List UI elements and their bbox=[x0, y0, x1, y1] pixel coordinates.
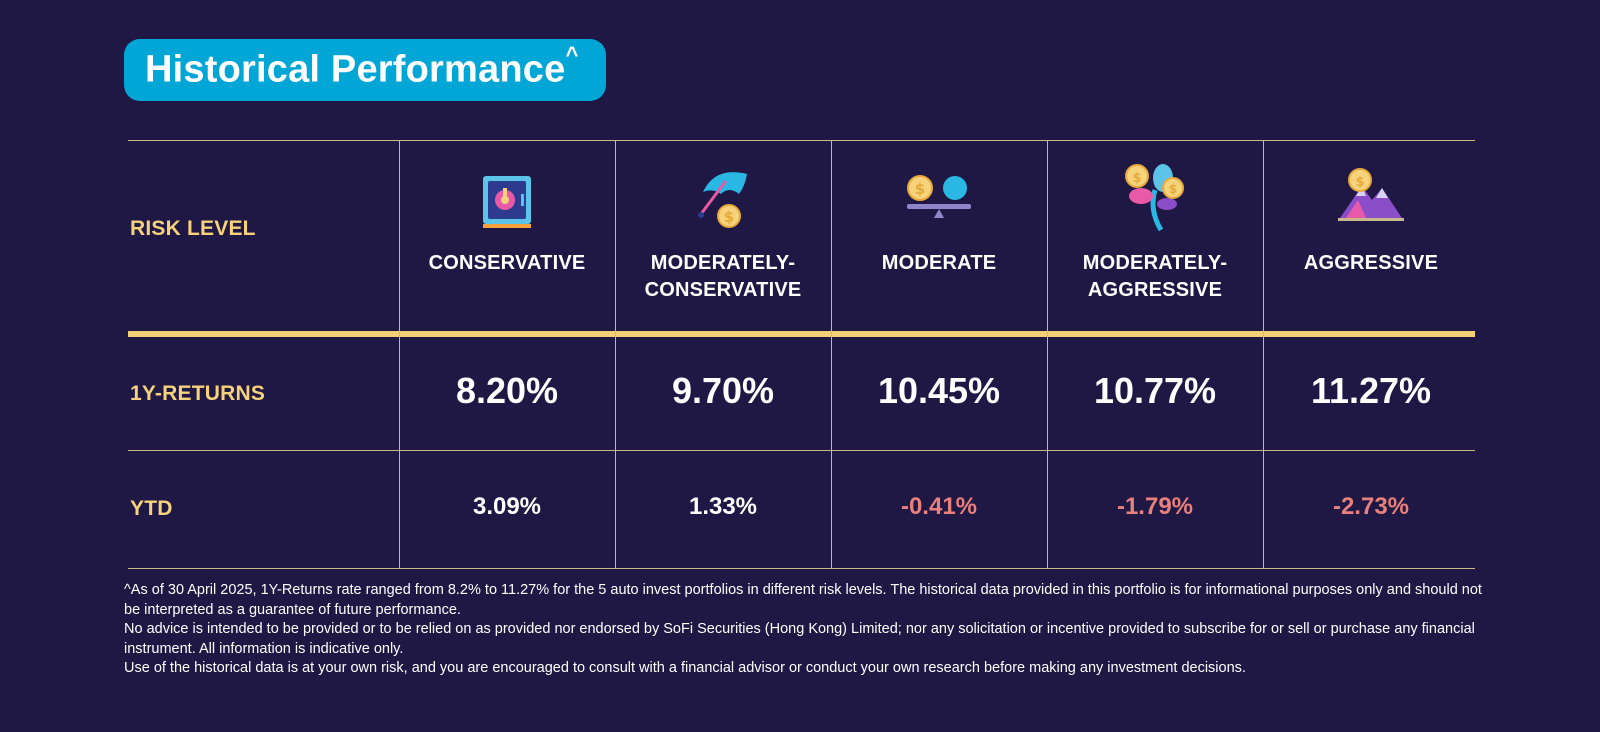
column-divider bbox=[615, 140, 616, 569]
page-title: Historical Performance^ bbox=[145, 42, 579, 92]
disclaimer-paragraph: No advice is intended to be provided or … bbox=[124, 621, 1475, 657]
umbrella-coin-icon: $ bbox=[616, 164, 830, 228]
svg-text:$: $ bbox=[1169, 182, 1177, 196]
returns-1y-moderately-aggressive: 10.77% bbox=[1093, 370, 1217, 411]
ytd-moderate: -0.41% bbox=[900, 493, 978, 520]
header-divider bbox=[128, 331, 1475, 337]
column-header-conservative: CONSERVATIVE bbox=[400, 250, 614, 277]
column-header-aggressive: AGGRESSIVE bbox=[1264, 250, 1478, 277]
column-header-moderately-conservative: MODERATELY- CONSERVATIVE bbox=[616, 250, 830, 304]
column-header-moderate: MODERATE bbox=[832, 250, 1046, 277]
column-name-line1: MODERATELY- bbox=[1082, 252, 1228, 274]
balance-scale-icon: $ bbox=[832, 170, 1046, 234]
mountain-coin-icon: $ bbox=[1264, 166, 1478, 230]
column-divider bbox=[831, 140, 832, 569]
ytd-moderately-aggressive: -1.79% bbox=[1116, 493, 1194, 520]
disclaimer: ^As of 30 April 2025, 1Y-Returns rate ra… bbox=[124, 581, 1484, 679]
column-name-line1: MODERATELY- bbox=[650, 252, 796, 274]
column-divider bbox=[399, 140, 400, 569]
svg-text:$: $ bbox=[1132, 171, 1141, 186]
svg-text:$: $ bbox=[915, 180, 925, 198]
returns-1y-moderate: 10.45% bbox=[877, 370, 1001, 411]
flower-coins-icon: $ $ bbox=[1048, 160, 1262, 232]
title-badge: Historical Performance^ bbox=[124, 39, 606, 101]
row-divider bbox=[128, 450, 1475, 451]
row-label-1y-returns: 1Y-RETURNS bbox=[130, 382, 266, 405]
column-divider bbox=[1263, 140, 1264, 569]
column-name-line1: AGGRESSIVE bbox=[1303, 252, 1439, 274]
column-name-line1: MODERATE bbox=[881, 252, 997, 274]
column-header-moderately-aggressive: MODERATELY- AGGRESSIVE bbox=[1048, 250, 1262, 304]
column-name-line2: AGGRESSIVE bbox=[1087, 279, 1223, 301]
svg-text:$: $ bbox=[1355, 175, 1364, 190]
returns-1y-conservative: 8.20% bbox=[455, 370, 559, 411]
performance-table: RISK LEVEL 1Y-RETURNS YTD CONSERVATIVE 8… bbox=[128, 140, 1475, 569]
row-label-ytd: YTD bbox=[130, 497, 173, 520]
svg-text:$: $ bbox=[724, 208, 734, 226]
title-text: Historical Performance bbox=[145, 48, 566, 91]
column-name-line1: CONSERVATIVE bbox=[428, 252, 586, 274]
disclaimer-paragraph: ^As of 30 April 2025, 1Y-Returns rate ra… bbox=[124, 582, 1482, 618]
table-top-border bbox=[128, 140, 1475, 141]
disclaimer-paragraph: Use of the historical data is at your ow… bbox=[124, 660, 1246, 676]
column-name-line2: CONSERVATIVE bbox=[644, 279, 802, 301]
returns-1y-aggressive: 11.27% bbox=[1310, 370, 1432, 411]
ytd-moderately-conservative: 1.33% bbox=[688, 493, 758, 520]
row-label-risk-level: RISK LEVEL bbox=[130, 217, 256, 240]
returns-1y-moderately-conservative: 9.70% bbox=[671, 370, 775, 411]
safe-icon bbox=[400, 170, 614, 234]
ytd-aggressive: -2.73% bbox=[1332, 493, 1410, 520]
table-bottom-border bbox=[128, 568, 1475, 569]
column-divider bbox=[1047, 140, 1048, 569]
ytd-conservative: 3.09% bbox=[472, 493, 542, 520]
title-footnote-marker: ^ bbox=[565, 42, 579, 68]
